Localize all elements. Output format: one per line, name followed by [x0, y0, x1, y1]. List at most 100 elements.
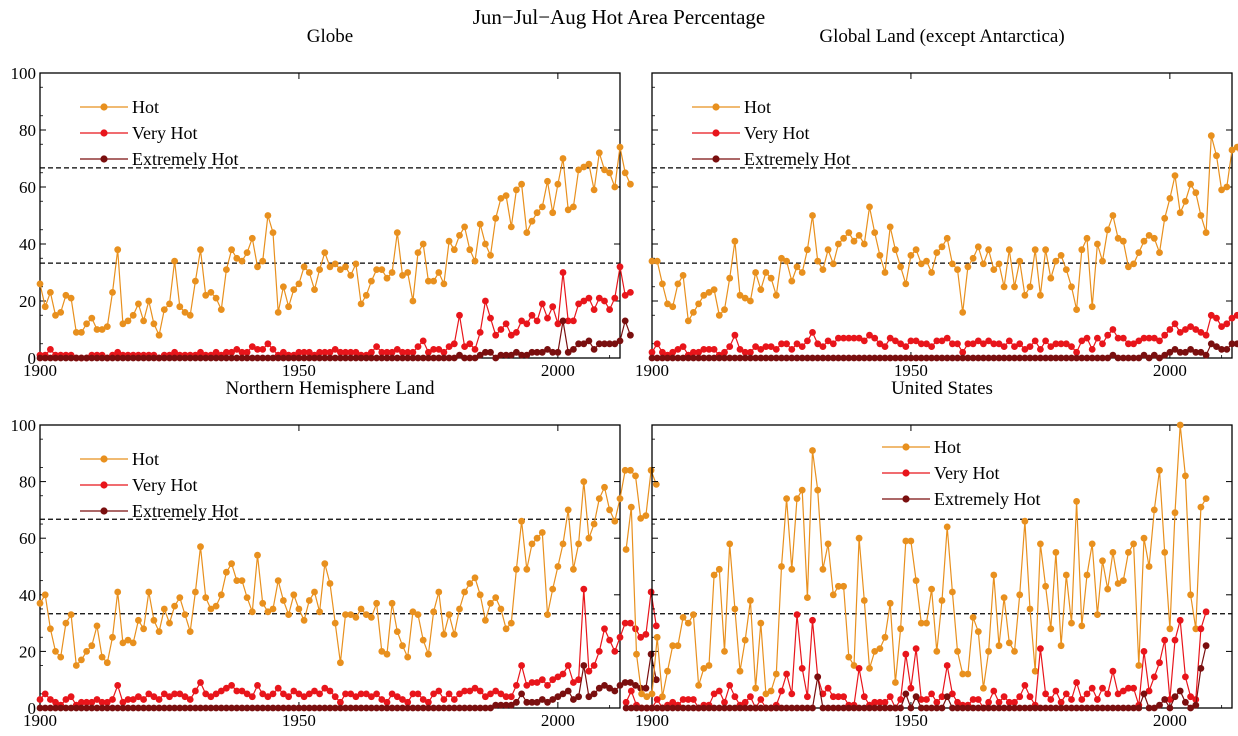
data-point: [1016, 704, 1024, 712]
data-point: [1094, 611, 1101, 618]
data-point: [606, 636, 613, 644]
data-point: [285, 354, 292, 362]
data-point: [1073, 306, 1080, 313]
data-point: [590, 186, 598, 194]
data-point: [388, 599, 396, 607]
data-point: [669, 704, 677, 712]
data-point: [595, 495, 603, 502]
data-point: [1125, 704, 1132, 712]
data-point: [969, 704, 977, 712]
data-point: [590, 306, 598, 313]
data-point: [549, 303, 557, 311]
data-point: [1187, 180, 1194, 188]
data-point: [1187, 704, 1194, 712]
data-point: [1213, 152, 1220, 160]
data-point: [150, 320, 158, 328]
data-point: [1037, 645, 1044, 652]
data-point: [419, 704, 427, 712]
data-point: [1125, 354, 1132, 362]
data-point: [912, 337, 920, 345]
data-point: [554, 348, 562, 356]
data-point: [1099, 557, 1106, 565]
data-point: [476, 220, 484, 228]
data-point: [653, 704, 661, 712]
data-point: [274, 354, 282, 362]
data-point: [1109, 549, 1117, 556]
data-point: [995, 354, 1003, 362]
data-point: [1031, 246, 1039, 254]
data-point: [352, 704, 360, 712]
data-point: [347, 348, 355, 356]
data-point: [388, 348, 396, 356]
data-point: [652, 622, 660, 630]
data-point: [772, 354, 780, 362]
data-point: [897, 625, 904, 633]
data-point: [1052, 340, 1060, 348]
data-point: [176, 303, 184, 311]
data-point: [243, 354, 251, 362]
data-point: [1145, 704, 1153, 712]
data-point: [829, 693, 837, 701]
data-point: [1073, 348, 1080, 356]
data-point: [393, 229, 401, 237]
x-tick-label: 2000: [541, 711, 575, 730]
data-point: [570, 203, 577, 211]
data-point: [274, 684, 282, 692]
data-point: [917, 696, 925, 703]
data-point: [757, 704, 765, 712]
data-point: [357, 704, 365, 712]
legend: Hot Very Hot Extremely Hot: [882, 437, 1040, 509]
series-extremely-hot: [36, 317, 634, 362]
data-point: [513, 186, 520, 194]
data-point: [528, 348, 536, 356]
data-point: [471, 704, 479, 712]
data-point: [129, 639, 137, 647]
data-point: [1005, 354, 1013, 362]
data-point: [248, 608, 256, 616]
data-point: [538, 676, 546, 684]
data-point: [928, 343, 935, 350]
data-point: [664, 667, 671, 675]
data-point: [590, 520, 598, 528]
data-point: [632, 472, 639, 480]
data-point: [36, 704, 44, 712]
data-point: [1068, 696, 1075, 703]
data-point: [804, 354, 811, 362]
data-point: [902, 690, 910, 698]
data-point: [342, 348, 349, 356]
data-point: [1083, 704, 1091, 712]
data-point: [627, 619, 634, 627]
data-point: [866, 331, 873, 339]
data-point: [549, 676, 557, 684]
data-point: [36, 696, 44, 703]
data-point: [544, 314, 551, 322]
data-point: [642, 631, 650, 638]
data-point: [943, 334, 951, 342]
data-point: [337, 698, 344, 706]
data-point: [881, 343, 889, 350]
data-point: [456, 351, 463, 359]
data-point: [652, 676, 660, 684]
data-point: [135, 300, 142, 308]
data-point: [1161, 696, 1169, 703]
data-point: [1088, 704, 1096, 712]
data-point: [98, 698, 106, 706]
y-tick-label: 0: [28, 349, 37, 368]
data-point: [513, 329, 520, 336]
series-extremely-hot: [36, 650, 660, 712]
plot-frame: [651, 72, 1233, 359]
panel-title: United States: [891, 378, 993, 399]
data-point: [264, 608, 272, 616]
data-point: [72, 704, 80, 712]
data-point: [440, 704, 448, 712]
data-point: [1088, 684, 1096, 692]
data-point: [907, 252, 915, 259]
data-point: [1197, 665, 1205, 672]
data-point: [1042, 246, 1049, 254]
data-point: [290, 354, 298, 362]
data-point: [466, 354, 474, 362]
data-point: [461, 354, 468, 362]
data-point: [590, 662, 598, 669]
data-point: [176, 704, 184, 712]
data-point: [264, 704, 272, 712]
